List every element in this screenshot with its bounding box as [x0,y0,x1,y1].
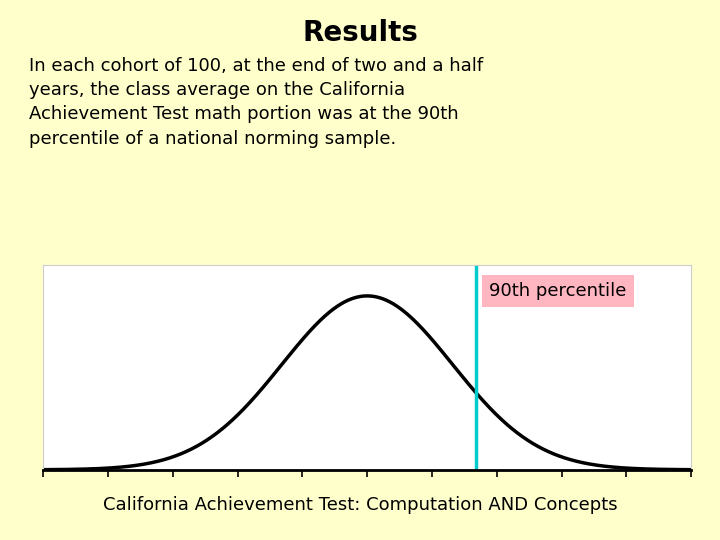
Text: Results: Results [302,19,418,47]
Text: 90th percentile: 90th percentile [489,282,626,300]
Text: In each cohort of 100, at the end of two and a half
years, the class average on : In each cohort of 100, at the end of two… [29,57,483,147]
Text: California Achievement Test: Computation AND Concepts: California Achievement Test: Computation… [103,496,617,514]
